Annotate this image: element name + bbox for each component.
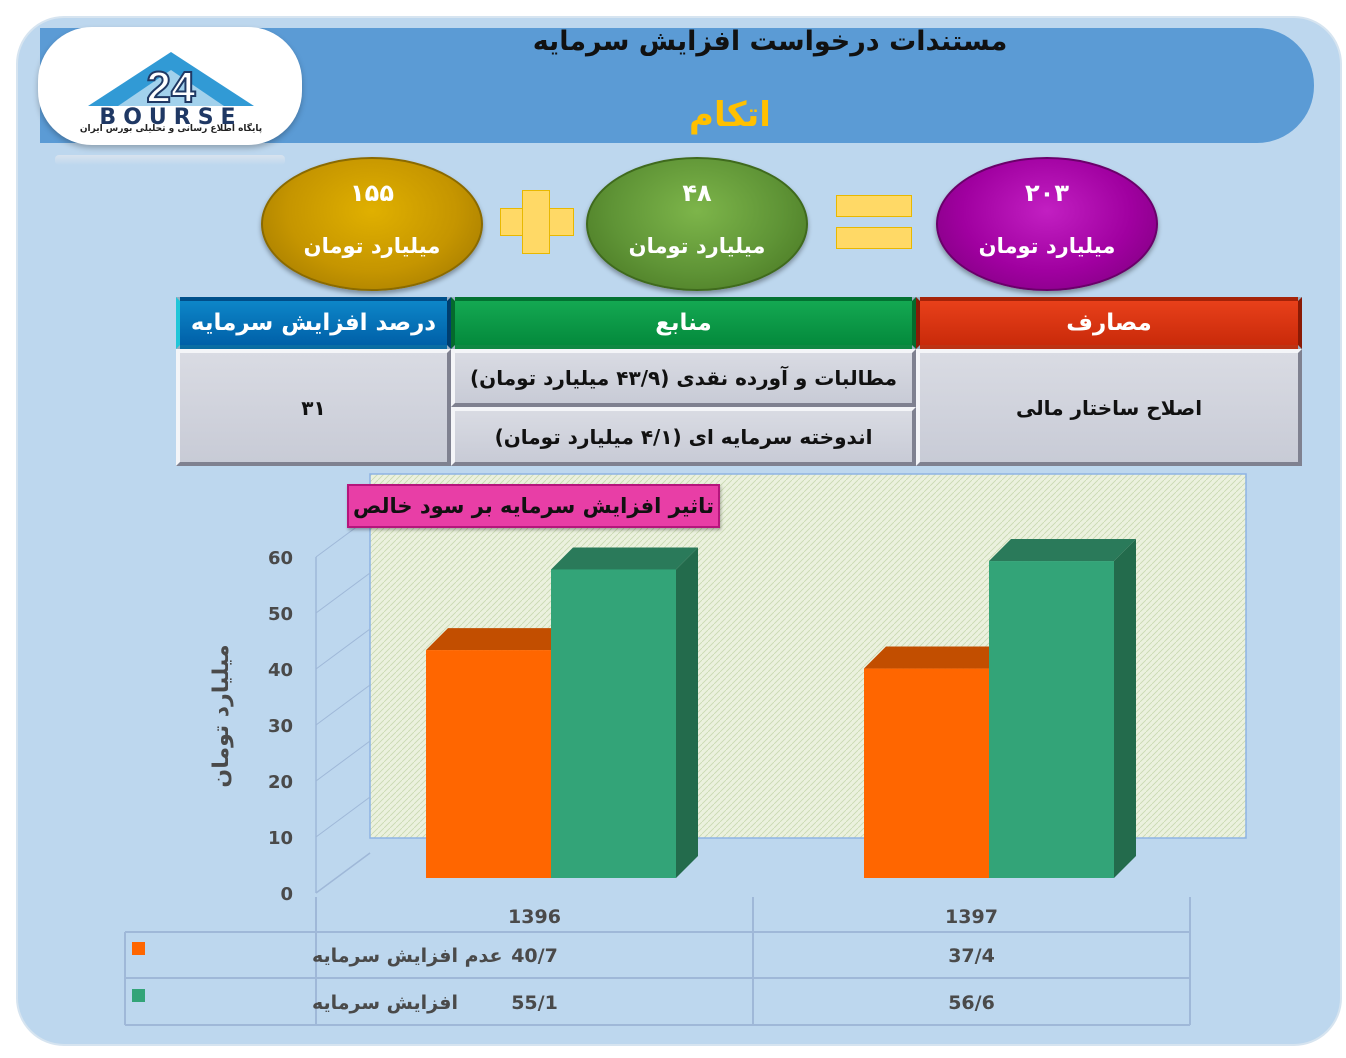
- ellipse-right-value: ۲۰۳: [1025, 179, 1069, 207]
- gridline-4: [315, 628, 371, 670]
- logo-mark-icon: 24: [88, 52, 254, 113]
- bar-1397-series-1: [989, 539, 1136, 878]
- x-tick-label-1396: 1396: [508, 906, 561, 928]
- capital-ellipse-right: ۲۰۳ میلیارد تومان: [936, 157, 1158, 291]
- legend-swatch-0: [132, 942, 145, 955]
- percent-cell: ۳۱: [176, 349, 451, 466]
- ellipse-middle-value: ۴۸: [682, 179, 712, 207]
- gridline-2: [315, 740, 371, 782]
- legend-label-1: افزایش سرمایه: [312, 992, 458, 1014]
- bar-1396-series-1: [551, 547, 698, 878]
- sources-header: منابع: [451, 297, 916, 349]
- ellipse-right-unit: میلیارد تومان: [978, 234, 1116, 258]
- y-tick-label: 0: [280, 884, 293, 905]
- ellipse-left-unit: میلیارد تومان: [303, 234, 441, 258]
- uses-cell: اصلاح ساختار مالی: [916, 349, 1302, 466]
- company-name: اتکام: [689, 95, 771, 135]
- chart-title: تاثیر افزایش سرمایه بر سود خالص: [347, 484, 720, 528]
- bar-1397-series-0: [864, 646, 1011, 878]
- logo-subtitle: پایگاه اطلاع رسانی و تحلیلی بورس ایران: [79, 124, 263, 134]
- uses-header: مصارف: [916, 297, 1302, 349]
- y-tick-label: 20: [268, 772, 293, 793]
- sources-cell-2: اندوخته سرمایه ای (۴/۱ میلیارد تومان): [451, 407, 916, 466]
- data-label-1-0: 55/1: [511, 992, 558, 1014]
- sources-cell-1: مطالبات و آورده نقدی (۴۳/۹ میلیارد تومان…: [451, 349, 916, 407]
- data-label-1-1: 56/6: [948, 992, 995, 1014]
- y-tick-label: 30: [268, 716, 293, 737]
- logo-number: 24: [147, 63, 196, 112]
- floor-edge: [315, 852, 371, 894]
- x-tick-label-1397: 1397: [945, 906, 998, 928]
- legend-label-0: عدم افزایش سرمایه: [312, 945, 502, 967]
- gridline-1: [315, 796, 371, 838]
- ellipse-middle-unit: میلیارد تومان: [628, 234, 766, 258]
- percent-header: درصد افزایش سرمایه: [176, 297, 451, 349]
- logo-reflection: [55, 155, 285, 165]
- y-axis-label: میلیارد تومان: [209, 644, 234, 787]
- gridline-5: [315, 572, 371, 614]
- bar-1396-series-0: [426, 628, 573, 878]
- data-label-0-1: 37/4: [948, 945, 995, 967]
- equals-icon-bottom: [836, 227, 912, 249]
- legend-swatch-1: [132, 989, 145, 1002]
- y-tick-label: 40: [268, 660, 293, 681]
- equals-icon: [836, 195, 912, 217]
- y-tick-label: 10: [268, 828, 293, 849]
- bars: [426, 539, 1136, 878]
- logo-text: BOURSE: [99, 105, 243, 130]
- gridline-3: [315, 684, 371, 726]
- capital-ellipse-left: ۱۵۵ میلیارد تومان: [261, 157, 483, 291]
- ellipse-left-value: ۱۵۵: [350, 179, 394, 207]
- plus-icon: [522, 190, 550, 254]
- y-gridlines: [315, 516, 371, 894]
- data-label-0-0: 40/7: [511, 945, 558, 967]
- capital-ellipse-middle: ۴۸ میلیارد تومان: [586, 157, 808, 291]
- page-title: مستندات درخواست افزایش سرمایه: [532, 26, 1008, 57]
- y-tick-label: 60: [268, 548, 293, 569]
- data-table: 1396 1397 عدم افزایش سرمایه 40/7 37/4 افزایش …: [124, 897, 1191, 1026]
- y-tick-label: 50: [268, 604, 293, 625]
- y-tick-labels: 0 10 20 30 40 50 60: [268, 548, 293, 905]
